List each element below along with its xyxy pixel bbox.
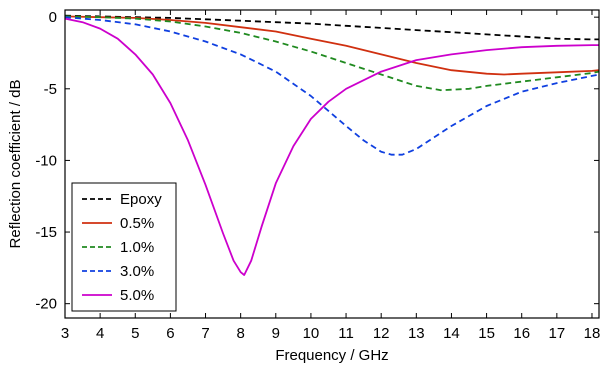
legend-label: 3.0% xyxy=(120,263,154,280)
y-tick-label: -5 xyxy=(44,81,57,98)
legend: Epoxy 0.5% 1.0% 3.0% 5.0% xyxy=(71,182,177,312)
x-tick-label: 15 xyxy=(478,325,495,342)
legend-label: 1.0% xyxy=(120,239,154,256)
x-tick-label: 10 xyxy=(303,325,320,342)
y-tick-label: -15 xyxy=(35,224,57,241)
x-tick-label: 16 xyxy=(513,325,530,342)
legend-box xyxy=(71,182,177,312)
x-tick-label: 17 xyxy=(548,325,565,342)
x-tick-label: 8 xyxy=(236,325,244,342)
x-tick-label: 12 xyxy=(373,325,390,342)
legend-label: Epoxy xyxy=(120,191,162,208)
x-tick-label: 11 xyxy=(338,325,354,342)
y-tick-label: -20 xyxy=(35,296,57,313)
y-axis-label: Reflection coefficient / dB xyxy=(7,80,24,249)
series-layer xyxy=(64,14,600,276)
y-tick-label: -10 xyxy=(35,152,57,169)
x-tick-label: 9 xyxy=(272,325,280,342)
x-tick-label: 6 xyxy=(166,325,174,342)
plot-area-frame xyxy=(64,9,600,319)
y-tick-label: 0 xyxy=(49,9,57,26)
series-line xyxy=(64,15,600,76)
x-tick-label: 14 xyxy=(443,325,460,342)
series-line xyxy=(64,16,600,156)
x-axis-label: Frequency / GHz xyxy=(275,347,388,364)
x-tick-label: 5 xyxy=(131,325,139,342)
series-line xyxy=(64,15,600,92)
x-tick-label: 13 xyxy=(408,325,425,342)
series-line xyxy=(64,17,599,276)
x-tick-label: 3 xyxy=(61,325,69,342)
x-tick-label: 18 xyxy=(584,325,601,342)
legend-label: 0.5% xyxy=(120,215,154,232)
tick-layer: 3 4 5 6 7 8 9 10 11 12 13 14 15 16 17 18 0 -5 -10 -15 -20 xyxy=(35,9,600,342)
series-line xyxy=(64,14,599,41)
x-tick-label: 4 xyxy=(96,325,104,342)
legend-label: 5.0% xyxy=(120,287,154,304)
x-tick-label: 7 xyxy=(201,325,209,342)
